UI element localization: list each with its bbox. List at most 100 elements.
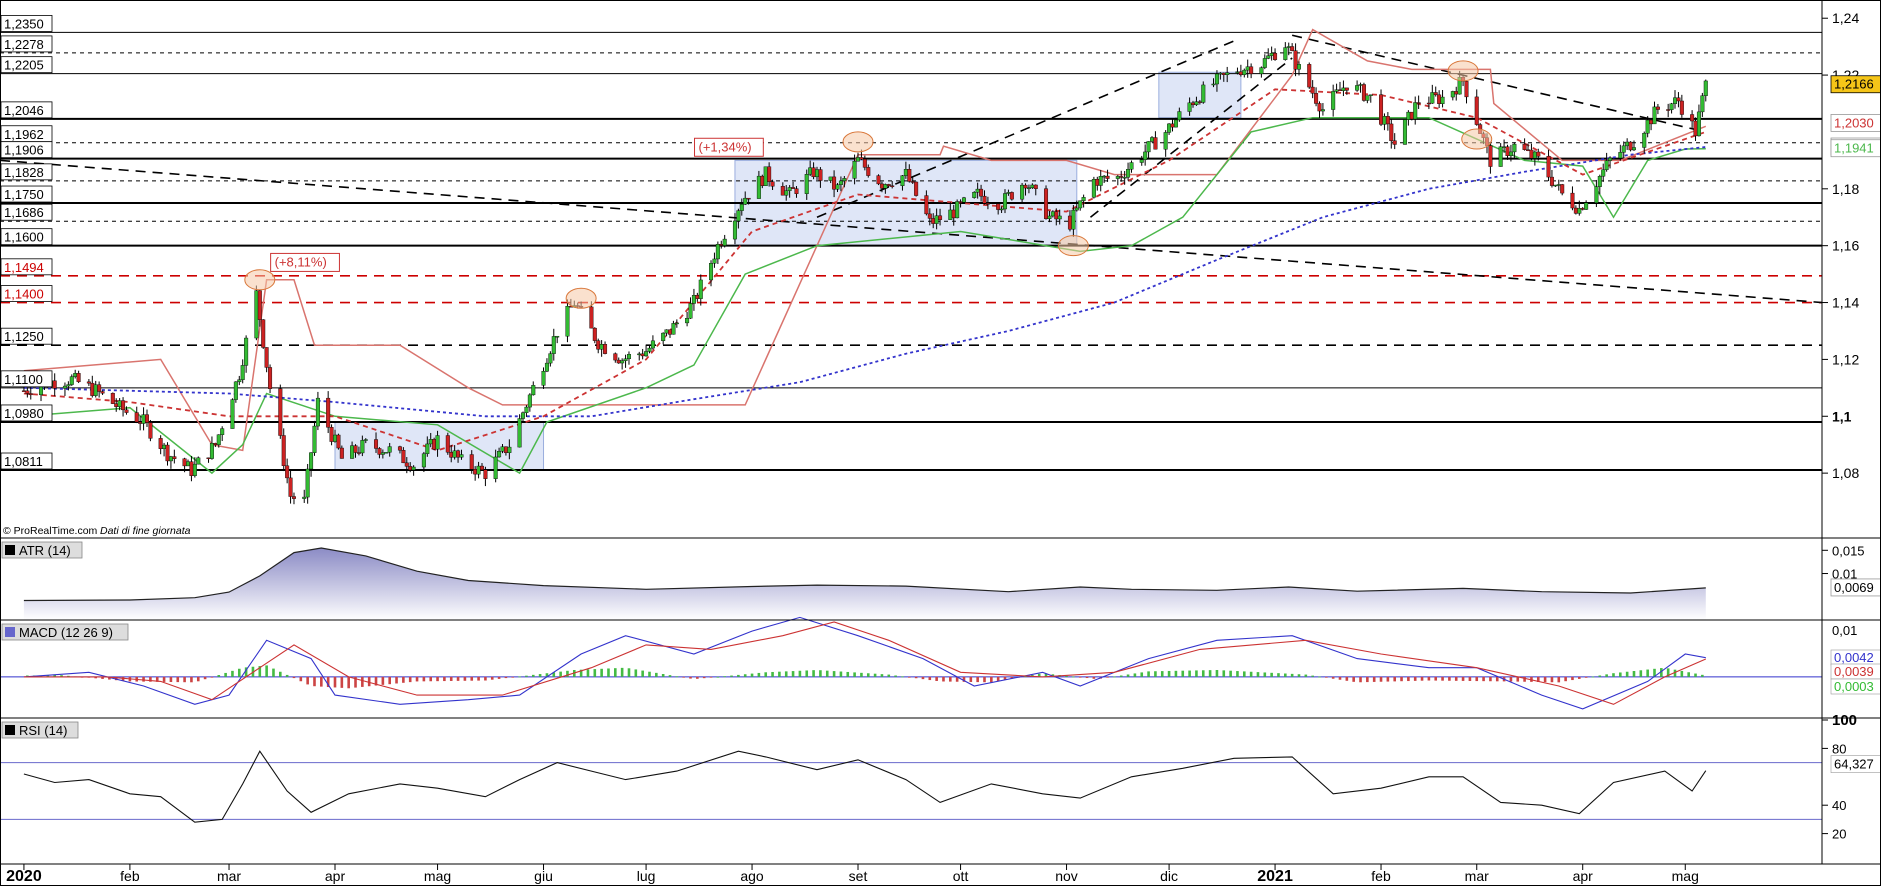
candle xyxy=(613,353,618,361)
histogram-bar xyxy=(367,676,371,687)
histogram-bar xyxy=(1174,670,1178,677)
candle xyxy=(1409,111,1414,120)
candle xyxy=(1167,123,1172,133)
histogram-bar xyxy=(340,676,344,688)
candle xyxy=(363,439,368,441)
histogram-bar xyxy=(1701,674,1704,677)
candle xyxy=(927,213,932,219)
histogram-bar xyxy=(306,676,309,685)
candle xyxy=(1392,140,1397,145)
candle xyxy=(1067,215,1072,230)
candle xyxy=(1214,73,1219,85)
candle xyxy=(972,192,977,198)
histogram-bar xyxy=(1550,676,1554,683)
candle xyxy=(261,319,266,348)
candle xyxy=(189,461,194,476)
candle xyxy=(1365,95,1370,101)
histogram-bar xyxy=(395,676,398,684)
macd-line xyxy=(23,621,1707,705)
candle xyxy=(230,399,235,429)
candle xyxy=(1249,66,1254,75)
candle xyxy=(1221,72,1226,75)
candle xyxy=(329,427,334,442)
histogram-bar xyxy=(675,676,679,678)
histogram-bar xyxy=(1201,670,1205,677)
histogram-bar xyxy=(443,676,446,682)
histogram-bar xyxy=(593,669,597,677)
candle xyxy=(811,167,816,178)
candle xyxy=(756,175,761,199)
candle xyxy=(903,169,908,176)
histogram-bar xyxy=(983,676,986,683)
histogram-bar xyxy=(559,671,562,677)
candle xyxy=(237,379,242,383)
candle xyxy=(1474,96,1479,125)
candle xyxy=(524,406,529,413)
histogram-bar xyxy=(1495,676,1499,682)
histogram-bar xyxy=(217,675,221,677)
candle xyxy=(186,461,191,467)
candle xyxy=(961,197,966,203)
candle xyxy=(859,157,864,160)
candle xyxy=(397,446,402,451)
level-label: 1,1962 xyxy=(4,127,44,142)
highlight-circle xyxy=(565,287,597,309)
candle xyxy=(842,178,847,182)
histogram-bar xyxy=(784,671,788,677)
candle xyxy=(1608,157,1613,161)
histogram-bar xyxy=(921,676,925,680)
histogram-bar xyxy=(969,676,973,682)
candle xyxy=(1700,95,1705,113)
level-label: 1,1100 xyxy=(4,372,43,387)
candle xyxy=(722,238,727,246)
candle xyxy=(114,403,119,407)
candle xyxy=(1003,193,1008,210)
histogram-bar xyxy=(265,665,268,677)
candle xyxy=(746,197,751,200)
histogram-bar xyxy=(1085,676,1089,679)
candle xyxy=(165,444,170,462)
panel-title-box xyxy=(1,721,79,739)
candle xyxy=(938,215,943,220)
histogram-bar xyxy=(696,676,699,679)
candle xyxy=(1307,64,1312,88)
value-badge-label: 0,0042 xyxy=(1834,650,1874,665)
histogram-bar xyxy=(1571,676,1574,681)
histogram-bar xyxy=(456,676,460,681)
candle xyxy=(278,388,283,436)
candle xyxy=(1334,89,1339,92)
x-tick-label: 2020 xyxy=(6,868,42,885)
candle xyxy=(1560,184,1565,194)
indicator-line xyxy=(23,28,1707,452)
histogram-bar xyxy=(1072,676,1075,678)
candle xyxy=(141,414,146,424)
candle xyxy=(890,185,895,187)
x-tick-label: feb xyxy=(1371,868,1391,884)
x-tick-label: dic xyxy=(1160,868,1178,884)
candle xyxy=(1652,106,1657,125)
histogram-bar xyxy=(1639,670,1643,677)
histogram-bar xyxy=(607,668,610,677)
candle xyxy=(1628,141,1633,151)
histogram-bar xyxy=(1277,673,1280,677)
candle xyxy=(1645,119,1650,134)
histogram-bar xyxy=(860,672,863,677)
candle xyxy=(1047,215,1052,219)
histogram-bar xyxy=(463,676,467,681)
candle xyxy=(1023,184,1028,189)
x-tick-label: 2021 xyxy=(1257,868,1293,885)
histogram-bar xyxy=(313,676,316,687)
candle xyxy=(312,425,317,453)
candle xyxy=(1655,106,1660,110)
histogram-bar xyxy=(1366,676,1369,683)
histogram-bar xyxy=(155,676,159,682)
histogram-bar xyxy=(94,676,98,679)
histogram-bar xyxy=(415,676,419,682)
candle xyxy=(1508,151,1513,157)
candle xyxy=(1454,91,1459,95)
histogram-bar xyxy=(1010,676,1014,679)
candle xyxy=(336,434,341,449)
candle xyxy=(650,340,655,349)
candle xyxy=(1385,116,1390,125)
